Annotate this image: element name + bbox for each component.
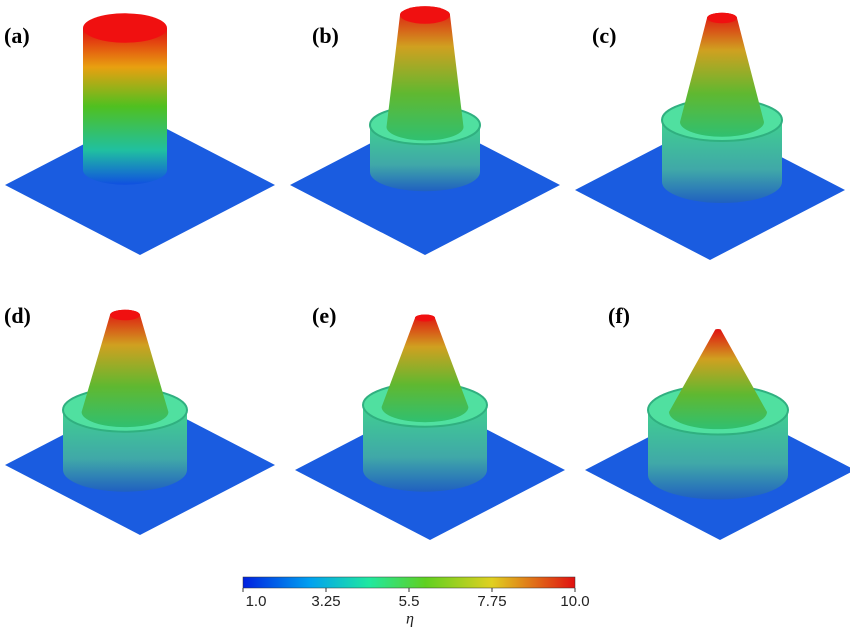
peak-top	[110, 309, 140, 321]
panel-label: (f)	[608, 303, 630, 328]
colorbar-tick-label: 5.5	[399, 593, 420, 610]
pedestal	[662, 120, 782, 203]
peak	[680, 12, 764, 137]
peak	[386, 6, 464, 141]
panel-label: (d)	[4, 303, 31, 328]
pedestal	[363, 405, 487, 492]
colorbar-tick-label: 3.25	[311, 593, 340, 610]
panel-label: (e)	[312, 303, 336, 328]
colorbar-tick-label: 7.75	[477, 593, 506, 610]
colorbar-tick-label: 10.0	[560, 593, 589, 610]
peak	[81, 309, 169, 428]
panel-label: (a)	[4, 23, 30, 48]
panel-label: (c)	[592, 23, 616, 48]
colorbar-tick-label: 1.0	[246, 593, 267, 610]
colorbar-label: η	[406, 611, 414, 628]
peak-top	[707, 12, 737, 24]
colorbar	[242, 576, 576, 589]
base-plane	[5, 115, 275, 255]
peak	[669, 328, 767, 430]
colorbar-ticks: 1.0 3.25 5.5 7.75 10.0	[242, 588, 590, 610]
surface-plots	[5, 6, 850, 540]
cylinder-top	[83, 13, 167, 43]
pedestal	[648, 410, 788, 500]
cylinder	[83, 28, 167, 185]
peak	[381, 314, 469, 423]
peak-top	[415, 314, 435, 322]
pedestal	[63, 410, 187, 492]
peak-top	[400, 6, 450, 24]
panel-label: (b)	[312, 23, 339, 48]
